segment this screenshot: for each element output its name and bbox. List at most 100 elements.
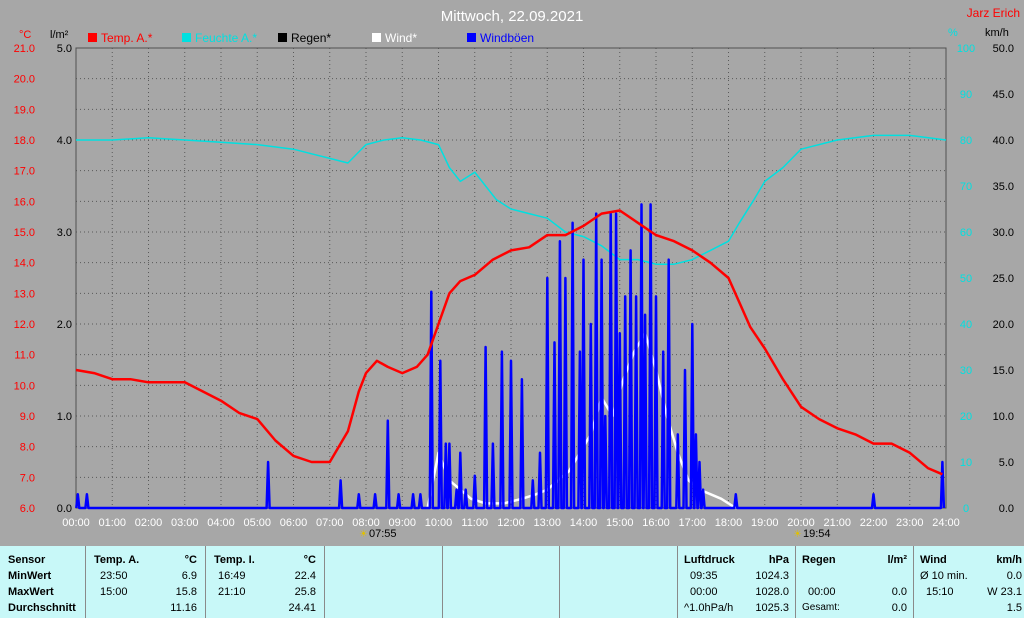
humidity-axis-unit: %: [948, 27, 958, 39]
temp-a-max-value: 15.8: [175, 586, 197, 598]
legend-swatch-temp: [88, 33, 97, 42]
temp-a-unit: °C: [184, 554, 197, 566]
sunrise-marker: ☀ 07:55: [359, 528, 397, 540]
humidity-tick-label: 60: [960, 227, 972, 239]
temp-i-unit: °C: [303, 554, 316, 566]
legend-humidity: Feuchte A.*: [195, 31, 257, 45]
temp-tick-label: 20.0: [14, 74, 35, 86]
rain-tick-label: 5.0: [57, 43, 72, 55]
x-tick-label: 03:00: [171, 517, 199, 529]
humidity-tick-label: 40: [960, 319, 972, 331]
rain-tick-label: 3.0: [57, 227, 72, 239]
legend-gusts: Windböen: [480, 31, 534, 45]
legend-temp: Temp. A.*: [101, 31, 153, 45]
x-tick-label: 17:00: [678, 517, 706, 529]
wind-header: Wind: [920, 554, 947, 566]
temp-tick-label: 10.0: [14, 380, 35, 392]
row-label-min: MinWert: [8, 570, 52, 582]
wind-tick-label: 10.0: [993, 411, 1014, 423]
rain-total-label: Gesamt:: [802, 602, 840, 613]
series-feuchte-a: [76, 134, 947, 265]
weather-chart: 00:00 01:00 02:00 03:00 04:00 05:00 06:00 07:00…: [13, 6, 1020, 540]
chart-title: Mittwoch, 22.09.2021: [441, 8, 584, 25]
temp-tick-label: 19.0: [14, 104, 35, 116]
wind-axis-unit: km/h: [985, 27, 1009, 39]
col-wind: Wind km/h Ø 10 min. 0.0 15:10 W 23.1 1.5: [914, 546, 1024, 618]
author-label: Jarz Erich: [967, 6, 1020, 20]
temp-tick-label: 13.0: [14, 288, 35, 300]
x-tick-label: 20:00: [787, 517, 815, 529]
col-sensor: Sensor MinWert MaxWert Durchschnitt: [0, 546, 86, 618]
pressure-trend: ^1.0hPa/h: [684, 602, 734, 614]
humidity-tick-label: 30: [960, 365, 972, 377]
x-tick-label: 13:00: [533, 517, 561, 529]
humidity-tick-label: 10: [960, 457, 972, 469]
temp-tick-label: 8.0: [20, 442, 35, 454]
wind-tick-label: 45.0: [993, 89, 1014, 101]
wind-tick-label: 0.0: [999, 503, 1014, 515]
sunrise-time: 07:55: [369, 528, 397, 540]
pressure-header: Luftdruck: [684, 554, 735, 566]
pressure-max-time: 00:00: [690, 586, 718, 598]
x-tick-label: 24:00: [932, 517, 960, 529]
col-pressure: Luftdruck hPa 09:35 1024.3 00:00 1028.0 …: [678, 546, 796, 618]
chart-grid: [76, 48, 946, 508]
moon-icon: ☀: [793, 529, 802, 540]
temp-i-min-time: 16:49: [218, 570, 246, 582]
x-tick-label: 12:00: [497, 517, 525, 529]
temp-axis-unit: °C: [19, 29, 31, 41]
x-tick-label: 06:00: [280, 517, 308, 529]
legend-wind: Wind*: [385, 31, 417, 45]
pressure-min-value: 1024.3: [755, 570, 789, 582]
x-tick-label: 04:00: [207, 517, 235, 529]
temp-tick-label: 18.0: [14, 135, 35, 147]
series-temp-a: [75, 209, 943, 476]
x-tick-label: 10:00: [425, 517, 453, 529]
humidity-tick-label: 50: [960, 273, 972, 285]
sensor-header: Sensor: [8, 554, 46, 566]
x-tick-label: 21:00: [823, 517, 851, 529]
wind-max-value: W 23.1: [987, 586, 1022, 598]
x-tick-label: 07:00: [316, 517, 344, 529]
humidity-tick-label: 0: [963, 503, 969, 515]
x-tick-label: 02:00: [135, 517, 163, 529]
temp-tick-label: 14.0: [14, 258, 35, 270]
rain-max-value: 0.0: [891, 586, 907, 598]
temp-i-max-time: 21:10: [218, 586, 246, 598]
row-label-avg: Durchschnitt: [8, 602, 76, 614]
temp-tick-label: 7.0: [20, 472, 35, 484]
pressure-unit: hPa: [768, 554, 789, 566]
wind-tick-label: 40.0: [993, 135, 1014, 147]
col-empty-2: [443, 546, 560, 618]
rain-tick-label: 1.0: [57, 411, 72, 423]
legend-swatch-wind: [372, 33, 381, 42]
temp-tick-label: 16.0: [14, 196, 35, 208]
rain-header: Regen: [802, 554, 836, 566]
rain-tick-label: 4.0: [57, 135, 72, 147]
temp-a-min-time: 23:50: [100, 570, 128, 582]
pressure-min-time: 09:35: [690, 570, 718, 582]
temp-i-header: Temp. I.: [214, 554, 255, 566]
rain-tick-label: 2.0: [57, 319, 72, 331]
x-tick-label: 01:00: [98, 517, 126, 529]
humidity-tick-label: 100: [957, 43, 975, 55]
col-empty-1: [325, 546, 443, 618]
wind-avg10-label: Ø 10 min.: [920, 570, 968, 582]
wind-tick-label: 25.0: [993, 273, 1014, 285]
plot-frame: [75, 47, 947, 509]
axis-labels: 00:00 01:00 02:00 03:00 04:00 05:00 06:00 07:00…: [14, 43, 1014, 529]
temp-tick-label: 6.0: [20, 503, 35, 515]
x-tick-label: 22:00: [860, 517, 888, 529]
legend-swatch-rain: [278, 33, 287, 42]
humidity-tick-label: 80: [960, 135, 972, 147]
sunset-time: 19:54: [803, 528, 831, 540]
x-tick-label: 08:00: [352, 517, 380, 529]
x-tick-label: 11:00: [461, 517, 488, 529]
pressure-max-value: 1028.0: [755, 586, 789, 598]
col-temp-i: Temp. I. °C 16:49 22.4 21:10 25.8 24.41: [206, 546, 325, 618]
statistics-table: Sensor MinWert MaxWert Durchschnitt Temp…: [0, 546, 1024, 618]
rain-total-value: 0.0: [891, 602, 907, 614]
temp-tick-label: 21.0: [14, 43, 35, 55]
pressure-avg-value: 1025.3: [755, 602, 789, 614]
wind-tick-label: 30.0: [993, 227, 1014, 239]
